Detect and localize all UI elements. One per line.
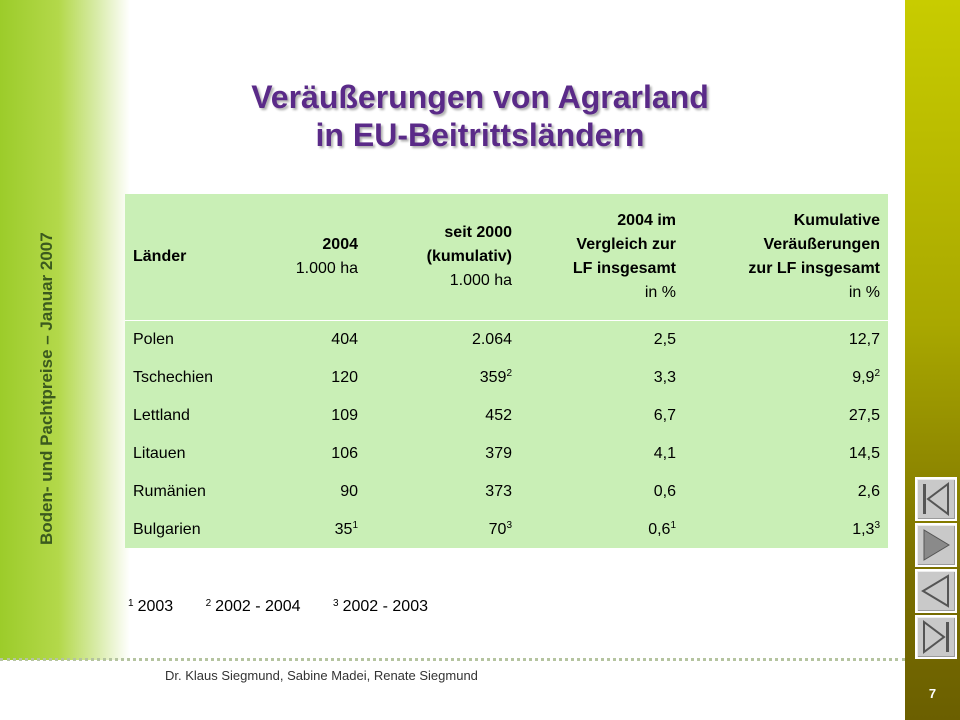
cell-cumulative: 703: [488, 520, 512, 539]
slide-title: Veräußerungen von Agrarland in EU-Beitri…: [140, 78, 820, 154]
left-decorative-band: [0, 0, 130, 660]
header-cumulative-share-line-2: Veräußerungen: [763, 236, 880, 253]
cell-country: Bulgarien: [133, 521, 201, 538]
cell-2004: 106: [331, 445, 358, 462]
last-slide-button[interactable]: [915, 615, 957, 659]
cell-cumulative: 3592: [479, 368, 512, 387]
cell-cumulative: 2.064: [471, 331, 512, 348]
cell-cumulative-share: 1,33: [852, 520, 880, 539]
table-row: Rumänien 90 373 0,6 2,6: [125, 473, 888, 511]
header-2004: 2004 1.000 ha: [245, 194, 366, 321]
cell-2004: 404: [331, 331, 358, 348]
first-slide-button[interactable]: [915, 477, 957, 521]
cell-country: Tschechien: [133, 369, 214, 386]
header-2004-unit: 1.000 ha: [295, 260, 358, 277]
table-header-row: Länder 2004 1.000 ha seit 2000 (kumulati…: [125, 194, 888, 321]
next-slide-icon: [923, 529, 950, 561]
cell-cumulative: 452: [485, 407, 512, 424]
slide-title-line-2: in EU-Beitrittsländern: [315, 117, 645, 153]
cell-2004: 351: [334, 520, 358, 539]
next-slide-button[interactable]: [915, 523, 957, 567]
header-2004-share: 2004 im Vergleich zur LF insgesamt in %: [520, 194, 684, 321]
header-cumulative-share: Kumulative Veräußerungen zur LF insgesam…: [684, 194, 888, 321]
header-countries: Länder: [125, 194, 245, 321]
cell-cumulative: 373: [485, 483, 512, 500]
header-since-2000-unit: 1.000 ha: [449, 272, 512, 289]
cell-2004-share: 0,6: [653, 483, 676, 500]
cell-cumulative-share: 14,5: [848, 445, 880, 462]
header-2004-share-unit: in %: [644, 284, 676, 301]
footer-authors: Dr. Klaus Siegmund, Sabine Madei, Renate…: [165, 668, 478, 683]
footnotes: 1 2003 2 2002 - 2004 3 2002 - 2003: [128, 598, 456, 616]
table-row: Polen 404 2.064 2,5 12,7: [125, 321, 888, 360]
cell-2004: 90: [340, 483, 358, 500]
header-since-2000-line-2: (kumulativ): [426, 248, 512, 265]
cell-2004-share: 6,7: [653, 407, 676, 424]
cell-2004: 120: [331, 369, 358, 386]
cell-cumulative-share: 2,6: [857, 483, 880, 500]
data-table-container: Länder 2004 1.000 ha seit 2000 (kumulati…: [125, 194, 888, 548]
previous-slide-icon: [921, 574, 949, 608]
cell-2004-share: 4,1: [653, 445, 676, 462]
cell-2004-share: 2,5: [653, 331, 676, 348]
header-cumulative-share-line-3: zur LF insgesamt: [748, 260, 880, 277]
last-slide-icon: [923, 620, 949, 654]
table-row: Tschechien 120 3592 3,3 9,92: [125, 359, 888, 397]
table-row: Bulgarien 351 703 0,61 1,33: [125, 511, 888, 549]
table-row: Lettland 109 452 6,7 27,5: [125, 397, 888, 435]
cell-cumulative: 379: [485, 445, 512, 462]
header-2004-share-line-2: Vergleich zur: [576, 236, 676, 253]
slide-title-line-1: Veräußerungen von Agrarland: [251, 79, 709, 115]
cell-2004: 109: [331, 407, 358, 424]
cell-2004-share: 3,3: [653, 369, 676, 386]
header-since-2000-line-1: seit 2000: [444, 224, 512, 241]
cell-cumulative-share: 27,5: [848, 407, 880, 424]
cell-country: Rumänien: [133, 483, 206, 500]
table-row: Litauen 106 379 4,1 14,5: [125, 435, 888, 473]
header-2004-share-line-1: 2004 im: [617, 212, 676, 229]
land-sales-table: Länder 2004 1.000 ha seit 2000 (kumulati…: [125, 194, 888, 549]
footnote: 2 2002 - 2004: [205, 598, 301, 615]
footnote: 3 2002 - 2003: [333, 598, 428, 615]
footnote: 1 2003: [128, 598, 174, 615]
cell-country: Lettland: [133, 407, 190, 424]
cell-country: Litauen: [133, 445, 186, 462]
header-2004-label: 2004: [322, 236, 358, 253]
header-2004-share-line-3: LF insgesamt: [572, 260, 676, 277]
header-since-2000: seit 2000 (kumulativ) 1.000 ha: [366, 194, 520, 321]
first-slide-icon: [923, 482, 949, 516]
cell-cumulative-share: 9,92: [852, 368, 880, 387]
previous-slide-button[interactable]: [915, 569, 957, 613]
cell-cumulative-share: 12,7: [848, 331, 880, 348]
page-number: 7: [928, 686, 937, 701]
cell-country: Polen: [133, 331, 174, 348]
header-countries-label: Länder: [133, 248, 187, 265]
header-cumulative-share-unit: in %: [848, 284, 880, 301]
header-cumulative-share-line-1: Kumulative: [793, 212, 880, 229]
footer-divider: [0, 658, 905, 661]
sidebar-vertical-title: Boden- und Pachtpreise – Januar 2007: [37, 232, 56, 545]
cell-2004-share: 0,61: [648, 520, 676, 539]
